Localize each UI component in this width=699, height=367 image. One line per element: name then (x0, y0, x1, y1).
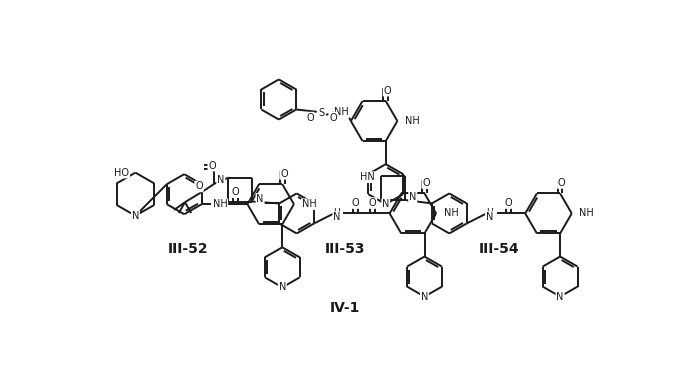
Text: NH: NH (212, 199, 227, 209)
Text: NH: NH (334, 107, 349, 117)
Text: O: O (558, 178, 565, 188)
Text: III-53: III-53 (324, 242, 365, 256)
Text: NH: NH (444, 208, 459, 218)
Text: O: O (352, 198, 359, 208)
Text: H: H (333, 207, 340, 217)
Text: O: O (280, 169, 288, 179)
Text: O: O (505, 198, 512, 208)
Text: S: S (318, 108, 324, 118)
Text: H: H (487, 207, 493, 217)
Text: III-54: III-54 (479, 242, 519, 256)
Text: III-52: III-52 (167, 242, 208, 256)
Text: O: O (195, 181, 203, 192)
Text: O: O (329, 113, 337, 123)
Text: N: N (257, 194, 264, 204)
Text: O: O (306, 113, 314, 123)
Text: O: O (369, 198, 376, 208)
Text: N: N (382, 199, 389, 209)
Text: N: N (409, 192, 417, 202)
Text: N: N (556, 292, 564, 302)
Text: N: N (486, 212, 493, 222)
Text: O: O (208, 161, 216, 171)
Text: NH: NH (579, 208, 594, 218)
Text: HO: HO (114, 168, 129, 178)
Text: NH: NH (405, 116, 420, 126)
Text: HN: HN (360, 172, 375, 182)
Text: O: O (232, 187, 240, 197)
Text: NH: NH (302, 199, 317, 209)
Text: O: O (384, 86, 391, 96)
Text: O: O (422, 178, 430, 188)
Text: N: N (333, 212, 340, 222)
Text: IV-1: IV-1 (329, 301, 360, 315)
Text: N: N (421, 292, 428, 302)
Text: N: N (217, 175, 224, 185)
Text: N: N (279, 282, 286, 292)
Text: N: N (131, 211, 139, 221)
